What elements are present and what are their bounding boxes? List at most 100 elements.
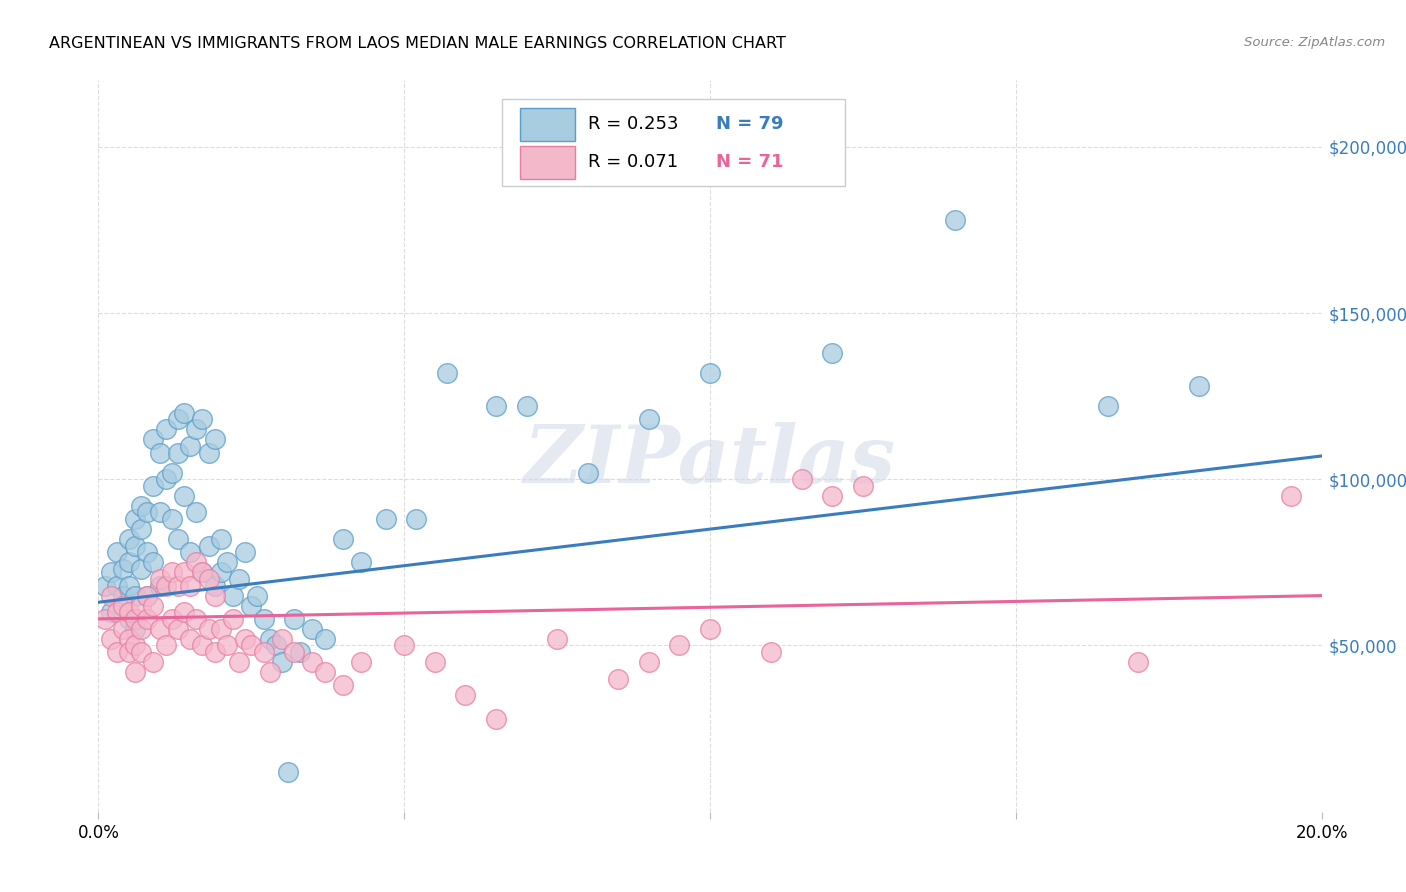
Point [1097, 399, 1119, 413]
Point [179, 545, 201, 559]
Point [129, 499, 152, 513]
Point [252, 612, 274, 626]
Point [186, 506, 208, 520]
Point [111, 562, 134, 576]
Point [186, 612, 208, 626]
Point [129, 645, 152, 659]
Point [179, 632, 201, 646]
Point [209, 566, 232, 580]
Point [167, 412, 190, 426]
Point [149, 572, 172, 586]
Point [374, 512, 396, 526]
Point [118, 645, 141, 659]
Point [160, 566, 183, 580]
Point [259, 665, 281, 679]
Point [699, 366, 721, 380]
Point [228, 572, 250, 586]
Point [118, 555, 141, 569]
Point [142, 599, 165, 613]
Point [155, 579, 177, 593]
Point [142, 479, 165, 493]
Point [129, 522, 152, 536]
Point [392, 639, 416, 653]
Point [118, 605, 141, 619]
Point [222, 589, 245, 603]
Point [277, 764, 299, 779]
Point [264, 639, 287, 653]
Point [454, 689, 477, 703]
Point [136, 612, 159, 626]
Point [167, 579, 190, 593]
Point [332, 532, 354, 546]
Point [790, 472, 813, 486]
Text: R = 0.253: R = 0.253 [588, 115, 678, 133]
Point [485, 712, 508, 726]
Point [124, 512, 146, 526]
Point [301, 622, 323, 636]
Point [197, 445, 219, 459]
Point [246, 589, 269, 603]
Point [93, 612, 115, 626]
Point [142, 555, 165, 569]
Point [191, 566, 214, 580]
FancyBboxPatch shape [520, 146, 575, 179]
Point [215, 555, 238, 569]
Point [852, 479, 875, 493]
Point [129, 562, 152, 576]
Point [149, 622, 172, 636]
Legend: Argentineans, Immigrants from Laos: Argentineans, Immigrants from Laos [510, 886, 910, 892]
Point [1188, 379, 1211, 393]
Point [124, 639, 146, 653]
Point [124, 612, 146, 626]
Point [155, 639, 177, 653]
Point [111, 622, 134, 636]
Point [668, 639, 690, 653]
Point [173, 605, 195, 619]
Point [197, 539, 219, 553]
Point [142, 433, 165, 447]
Point [160, 512, 183, 526]
Point [167, 445, 190, 459]
Point [105, 545, 128, 559]
Point [167, 532, 190, 546]
Point [283, 612, 305, 626]
Point [314, 632, 336, 646]
FancyBboxPatch shape [520, 108, 575, 141]
Point [191, 566, 214, 580]
Point [105, 645, 128, 659]
Point [118, 632, 141, 646]
Point [332, 678, 354, 692]
Text: ARGENTINEAN VS IMMIGRANTS FROM LAOS MEDIAN MALE EARNINGS CORRELATION CHART: ARGENTINEAN VS IMMIGRANTS FROM LAOS MEDI… [49, 36, 786, 51]
Text: R = 0.071: R = 0.071 [588, 153, 678, 171]
Point [233, 545, 256, 559]
Point [149, 445, 172, 459]
Text: ZIPatlas: ZIPatlas [524, 422, 896, 500]
Point [136, 589, 159, 603]
Point [204, 433, 226, 447]
Point [173, 489, 195, 503]
Point [1279, 0, 1302, 11]
Point [204, 645, 226, 659]
Point [160, 612, 183, 626]
Point [576, 466, 599, 480]
Point [759, 645, 782, 659]
Point [699, 622, 721, 636]
Point [240, 599, 263, 613]
Point [191, 639, 214, 653]
Point [516, 399, 538, 413]
Point [209, 532, 232, 546]
Point [111, 589, 134, 603]
Point [124, 665, 146, 679]
Point [637, 655, 661, 669]
Point [129, 622, 152, 636]
Point [124, 622, 146, 636]
Point [215, 639, 238, 653]
Point [136, 589, 159, 603]
Point [155, 472, 177, 486]
Point [290, 645, 312, 659]
Point [124, 539, 146, 553]
Point [197, 572, 219, 586]
Point [209, 622, 232, 636]
Point [283, 645, 305, 659]
Point [118, 612, 141, 626]
